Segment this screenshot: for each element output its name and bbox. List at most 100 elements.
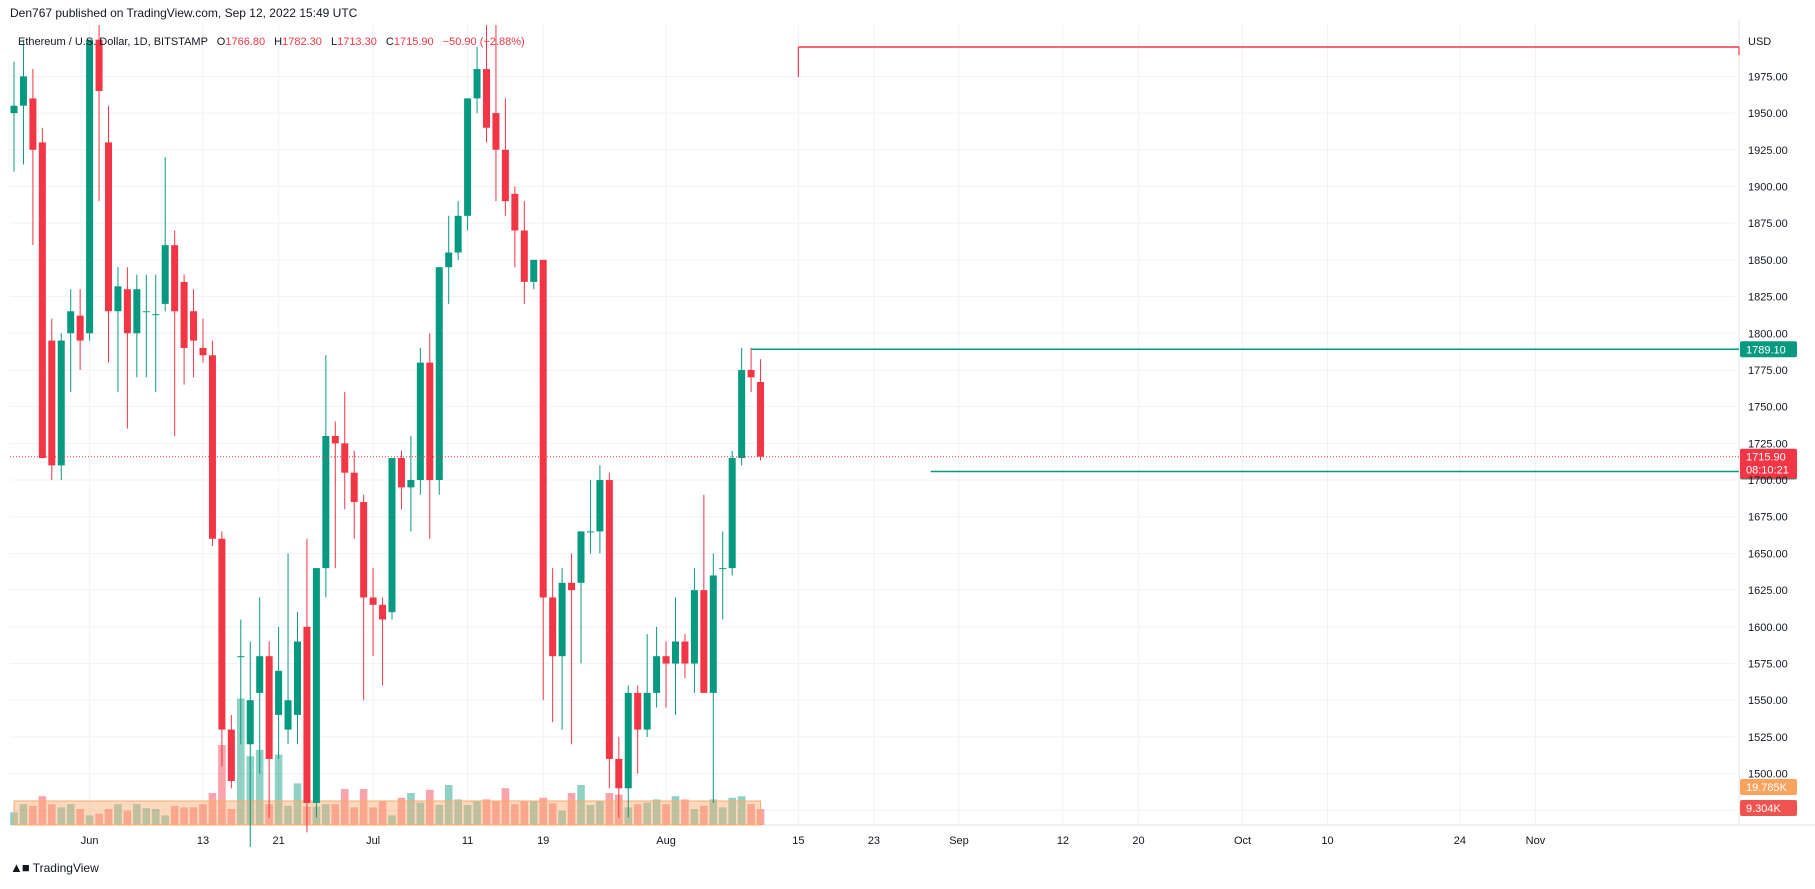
candle-body: [275, 670, 283, 715]
candle-body: [360, 502, 368, 598]
y-tick-label: 1675.00: [1748, 512, 1788, 524]
volume-bar: [388, 815, 396, 825]
candle-body: [190, 311, 198, 341]
candle-body: [397, 458, 405, 488]
candle-body: [237, 656, 245, 658]
y-tick-label: 1625.00: [1748, 585, 1788, 597]
candle-body: [123, 289, 131, 334]
volume-bar: [718, 807, 727, 825]
volume-bar: [255, 749, 264, 825]
volume-bar: [633, 804, 642, 825]
x-tick-label: 11: [462, 835, 473, 847]
volume-bar: [133, 804, 141, 825]
y-tick-label: 1525.00: [1748, 732, 1788, 744]
candle-body: [454, 215, 462, 253]
volume-bar: [208, 793, 217, 825]
y-tick-label: 1875.00: [1748, 218, 1788, 230]
candle-body: [388, 458, 396, 613]
volume-bar: [539, 797, 547, 825]
volume-tag-text: 9.304K: [1746, 803, 1782, 815]
candle-body: [76, 315, 84, 341]
candle-body: [492, 113, 500, 150]
currency-label: USD: [1748, 36, 1771, 48]
volume-bar: [407, 793, 415, 825]
x-tick-label: 21: [272, 835, 284, 847]
volume-bar: [586, 805, 595, 825]
candle-body: [57, 340, 65, 466]
y-tick-label: 1975.00: [1748, 71, 1788, 83]
candle-body: [568, 582, 576, 591]
x-tick-label: 12: [1057, 835, 1069, 847]
footer-brand: TradingView: [32, 860, 99, 875]
candle-body: [331, 436, 339, 444]
published-credit: Den767 published on TradingView.com, Sep…: [10, 6, 358, 20]
candle-body: [473, 69, 481, 99]
volume-bar: [95, 813, 103, 825]
y-tick-label: 1925.00: [1748, 145, 1788, 157]
volume-bar: [548, 803, 557, 825]
candle-body: [208, 355, 216, 539]
svg-text:Ethereum / U.S. Dollar, 1D, BI: Ethereum / U.S. Dollar, 1D, BITSTAMP O17…: [18, 36, 525, 48]
candle-body: [483, 69, 490, 128]
y-tick-label: 1575.00: [1748, 659, 1788, 671]
volume-bar: [151, 809, 160, 825]
y-tick-label: 1550.00: [1748, 695, 1788, 707]
volume-bar: [529, 801, 538, 825]
legend-close: 1715.90: [394, 36, 434, 48]
candle-body: [520, 230, 528, 282]
legend-close-label: C: [386, 36, 394, 48]
candle-body: [218, 538, 226, 730]
legend-low: 1713.30: [337, 36, 377, 48]
volume-bar: [104, 809, 113, 825]
volume-bar: [492, 801, 500, 825]
volume-bar: [19, 804, 28, 825]
candle-body: [549, 597, 557, 657]
y-tick-label: 1825.00: [1748, 292, 1788, 304]
candle-body: [133, 289, 141, 334]
volume-bar: [577, 785, 585, 825]
x-tick-label: 15: [792, 835, 804, 847]
candle-body: [596, 480, 604, 532]
level-tag-text-support-high: 1789.10: [1746, 344, 1786, 356]
candle-body: [672, 641, 679, 664]
level-tag-support-high: [1740, 341, 1797, 358]
x-tick-label: 20: [1132, 835, 1144, 847]
volume-bar: [681, 799, 689, 825]
candle-body: [747, 369, 755, 378]
volume-bar: [180, 807, 188, 825]
x-tick-label: 24: [1454, 835, 1466, 847]
volume-bar: [66, 804, 75, 825]
y-axis[interactable]: 1475.001500.001525.001550.001575.001600.…: [1740, 71, 1797, 817]
volume-tag: [1740, 800, 1797, 816]
volume-bar: [274, 754, 283, 825]
volume-bar: [473, 801, 481, 825]
x-tick-label: Aug: [656, 835, 676, 847]
legend-high-label: H: [274, 36, 282, 48]
volume-bar: [435, 805, 444, 825]
last-price-value: 1715.90: [1746, 452, 1786, 464]
y-tick-label: 1750.00: [1748, 402, 1788, 414]
volume-bar: [671, 796, 680, 825]
x-tick-label: 10: [1321, 835, 1333, 847]
candle-body: [284, 700, 292, 730]
volume-bar: [293, 783, 302, 825]
volume-bar: [567, 793, 576, 825]
candle-body: [558, 582, 566, 657]
volume-ma-tag-text: 19.785K: [1746, 782, 1788, 794]
x-axis[interactable]: Jun 13 21 Jul 11 19 Aug 15 23 Sep 12 20 Oct 10 24 Nov: [81, 835, 1546, 847]
volume-bar: [114, 804, 122, 825]
volume-bar: [501, 788, 510, 825]
candle-body: [757, 381, 765, 457]
candle-body: [86, 39, 94, 334]
candle-body: [605, 480, 613, 759]
volume-bar: [161, 815, 169, 825]
volume-bar: [350, 807, 358, 825]
volume-bar: [463, 805, 472, 825]
volume-bar: [700, 805, 708, 825]
candle-body: [19, 76, 27, 106]
volume-bar: [369, 807, 377, 825]
y-tick-label: 1900.00: [1748, 181, 1788, 193]
volume-bar: [29, 805, 37, 825]
